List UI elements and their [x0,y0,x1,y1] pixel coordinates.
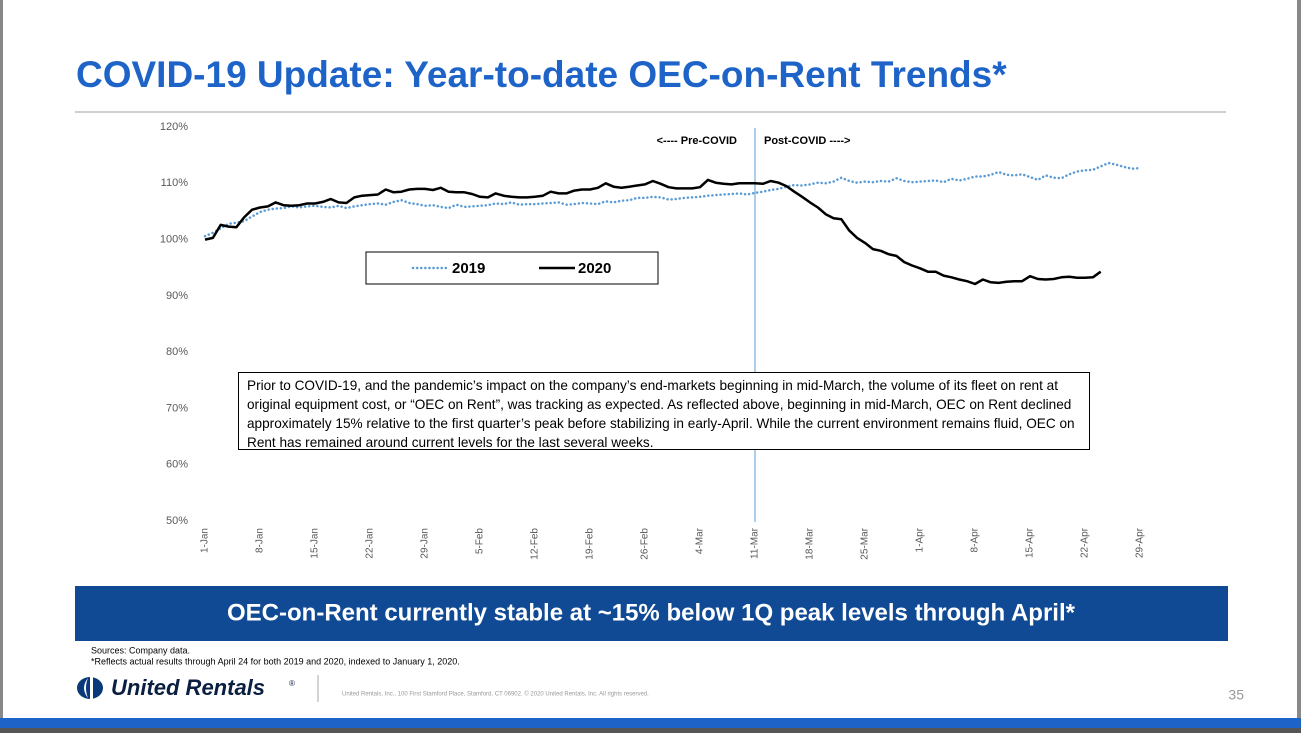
banner [75,586,1228,641]
bottom-edge [0,728,1301,733]
x-tick-label: 1-Apr [915,527,926,552]
footnote: *Reflects actual results through April 2… [91,656,460,666]
x-tick-label: 8-Jan [255,528,266,553]
x-tick-label: 22-Jan [365,528,376,559]
x-tick-label: 19-Feb [585,528,596,560]
x-tick-label: 29-Apr [1135,527,1146,558]
legend-label: 2020 [578,260,611,277]
x-tick-label: 5-Feb [475,528,486,555]
right-edge [1297,0,1301,733]
series-line [204,178,1102,286]
x-tick-label: 22-Apr [1080,527,1091,558]
y-tick-label: 110% [161,177,189,189]
y-tick-label: 100% [160,233,188,245]
page-number: 35 [1228,687,1244,703]
note-box: Prior to COVID-19, and the pandemic’s im… [238,372,1090,450]
y-tick-label: 70% [166,402,188,414]
x-tick-label: 1-Jan [200,528,211,553]
x-tick-label: 25-Mar [860,527,871,559]
x-tick-label: 18-Mar [805,527,816,559]
annotation-right: Post-COVID ----> [764,135,850,147]
x-tick-label: 8-Apr [970,527,981,552]
series-line [203,161,1142,238]
address: United Rentals, Inc., 100 First Stamford… [342,691,649,698]
y-tick-label: 80% [166,346,188,358]
left-edge [0,0,3,733]
legend-label: 2019 [452,260,485,277]
annotation-left: <---- Pre-COVID [657,135,737,147]
legend-box [365,251,659,285]
x-tick-label: 12-Feb [530,528,541,560]
logo-text: United Rentals [111,675,265,700]
x-tick-label: 11-Mar [750,527,761,559]
bottom-bar [0,718,1301,728]
y-tick-label: 90% [166,290,188,302]
x-tick-label: 4-Mar [695,527,706,554]
logo-icon [77,677,103,699]
banner-text: OEC-on-Rent currently stable at ~15% bel… [227,599,1076,626]
y-tick-label: 120% [160,121,188,133]
logo-mark: ® [289,679,295,688]
sources: Sources: Company data. [91,645,190,655]
x-tick-label: 29-Jan [420,528,431,559]
plot: 50% 60% 70% 80% 90% 100% 110% 120% 1-Jan 8-Jan 15-… [160,121,1146,560]
y-tick-label: 60% [166,459,188,471]
x-tick-label: 15-Apr [1025,527,1036,558]
slide-title: COVID-19 Update: Year-to-date OEC-on-Ren… [76,54,1007,95]
y-tick-label: 50% [166,515,188,527]
x-tick-label: 15-Jan [310,528,321,559]
x-tick-label: 26-Feb [640,528,651,560]
